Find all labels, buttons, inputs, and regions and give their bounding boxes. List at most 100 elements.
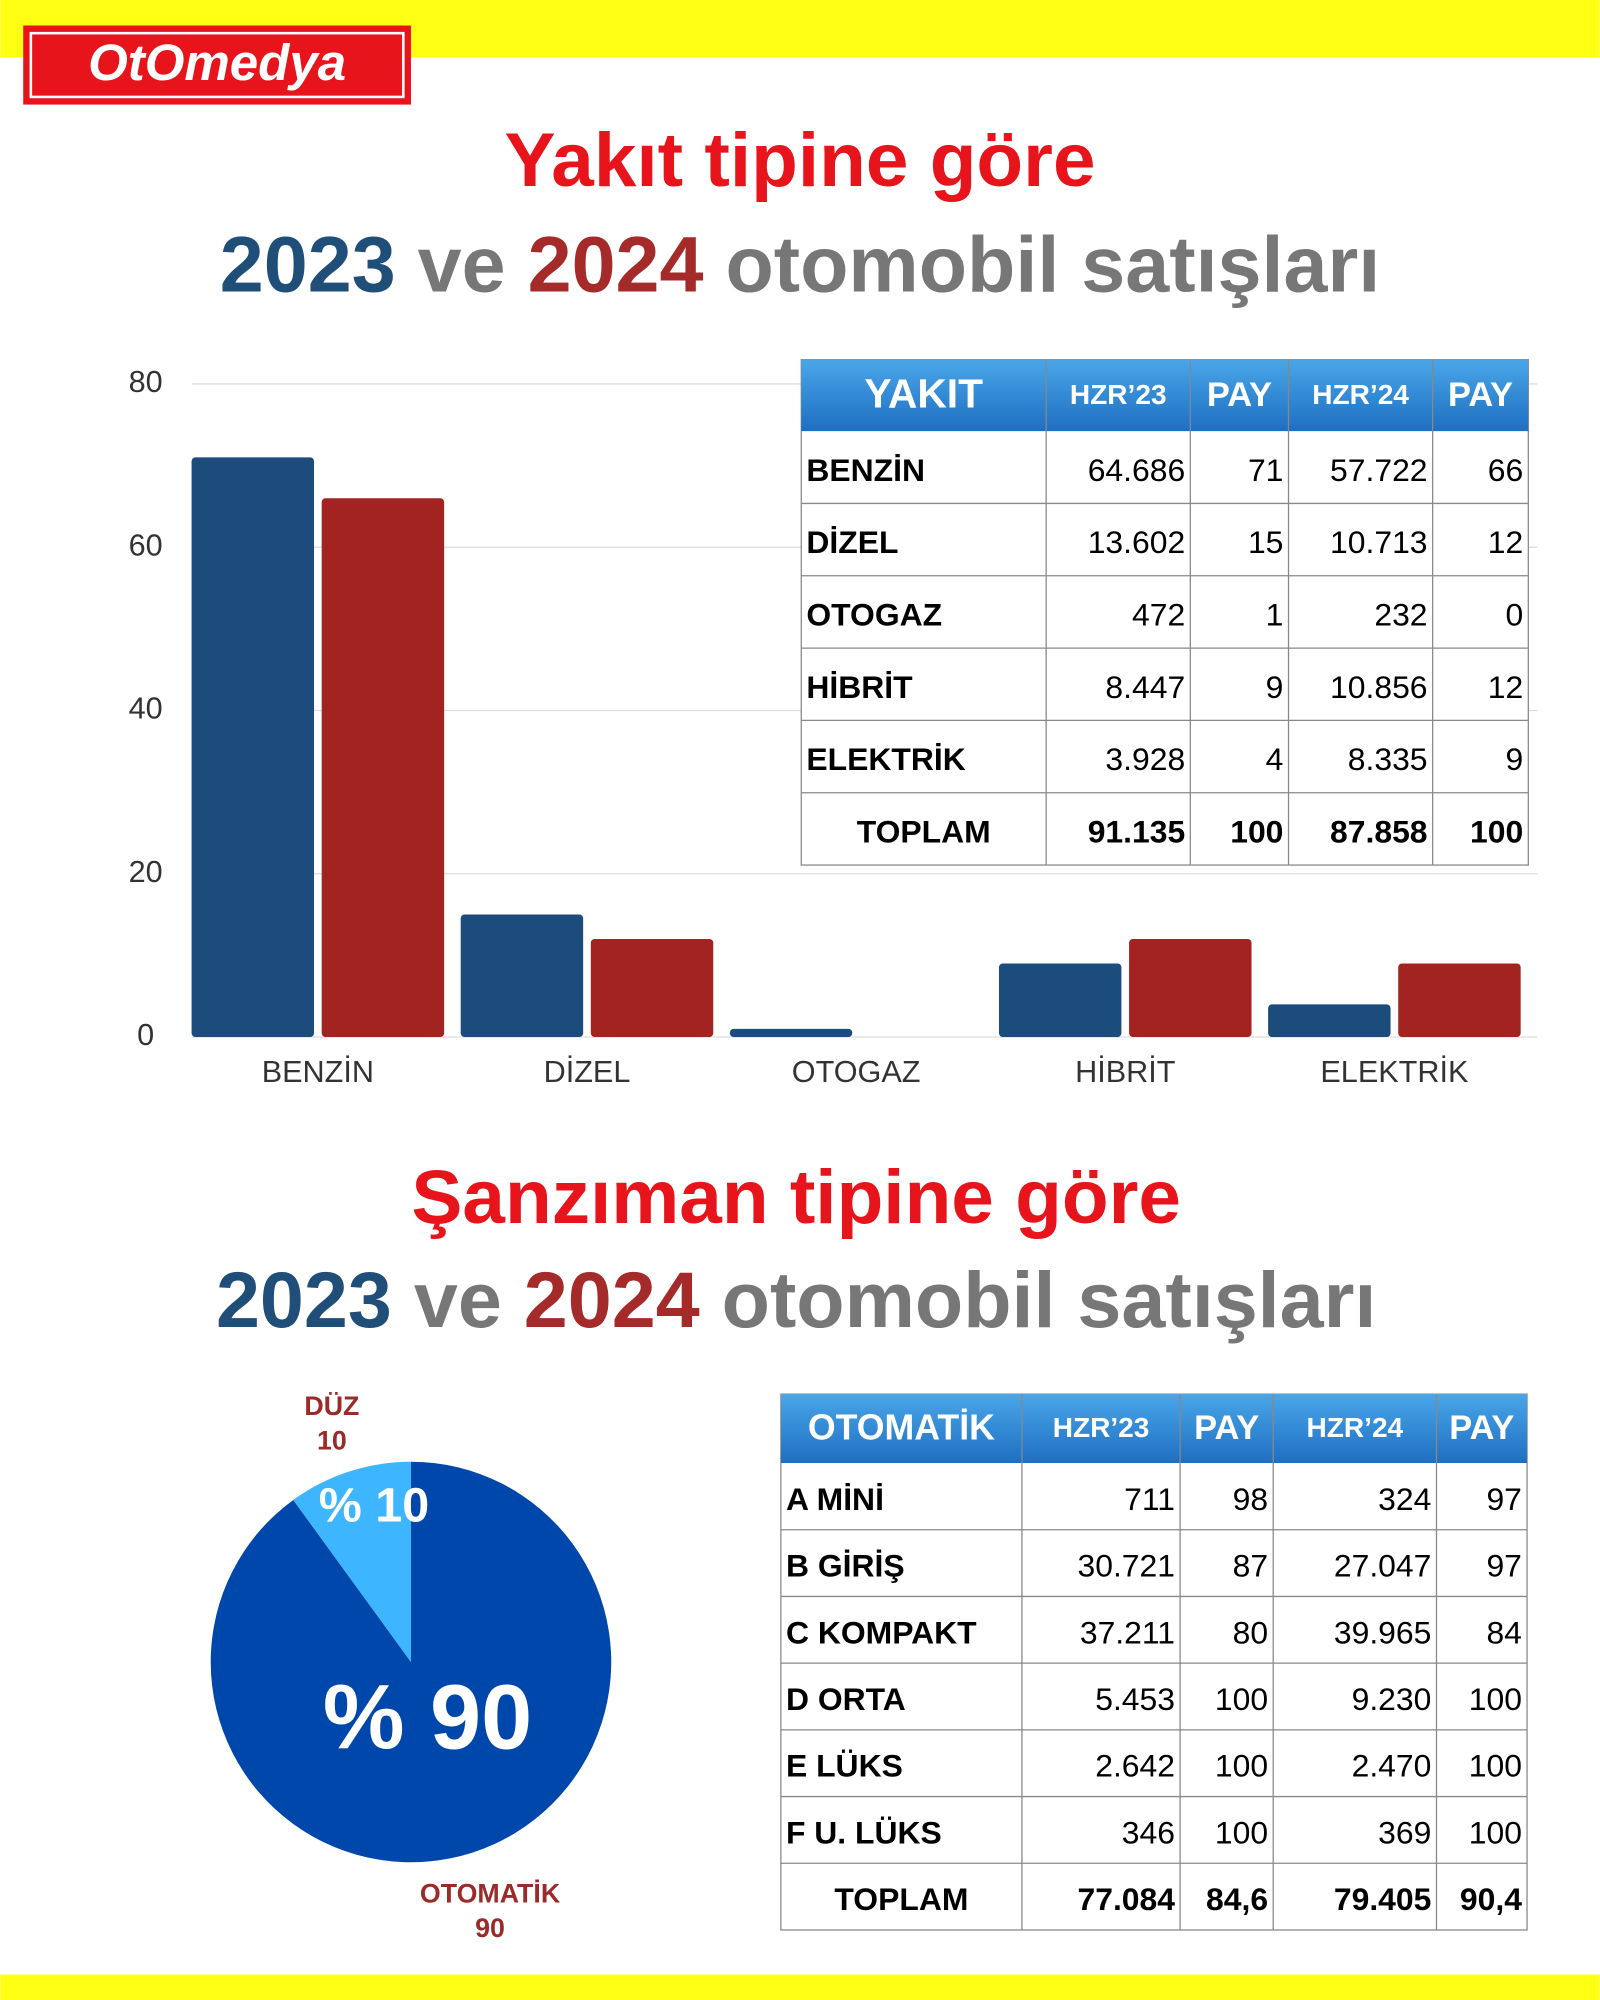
table-cell: 64.686 — [1088, 452, 1186, 488]
table-cell: 100 — [1230, 813, 1283, 849]
table-cell: 12 — [1488, 524, 1523, 560]
table-cell: 30.721 — [1077, 1548, 1175, 1584]
table-cell: 100 — [1469, 1748, 1522, 1784]
table-cell: 37.211 — [1080, 1614, 1175, 1650]
row-label: TOPLAM — [834, 1881, 968, 1917]
table-header: PAY — [1194, 1409, 1259, 1447]
table-cell: 84,6 — [1206, 1881, 1268, 1917]
table-bg — [800, 359, 1529, 866]
table-cell: 97 — [1486, 1481, 1521, 1517]
table-header: HZR’24 — [1307, 1412, 1404, 1443]
table-cell: 91.135 — [1088, 813, 1186, 849]
table-cell: 0 — [1505, 596, 1523, 632]
table-cell: 8.335 — [1348, 741, 1428, 777]
value-label: 10 — [317, 1426, 347, 1456]
x-tick-label: DİZEL — [544, 1054, 631, 1089]
bar — [590, 939, 714, 1037]
bar — [1268, 1004, 1391, 1037]
slice-label: % 90 — [323, 1667, 532, 1769]
x-tick-label: OTOGAZ — [792, 1055, 921, 1089]
y-tick-label: 0 — [137, 1018, 154, 1052]
table-header-bg — [801, 359, 1529, 432]
table-header-bg — [780, 1394, 1528, 1464]
bar — [998, 963, 1122, 1037]
table-cell: 13.602 — [1088, 524, 1186, 560]
x-tick-label: ELEKTRİK — [1320, 1054, 1469, 1089]
table-cell: 100 — [1215, 1681, 1268, 1717]
table-cell: 87.858 — [1330, 813, 1428, 849]
section-subtitle: 2023 ve 2024 otomobil satışları — [216, 1255, 1376, 1344]
row-label: D ORTA — [786, 1681, 906, 1717]
subtitle-part: 2023 — [216, 1255, 392, 1344]
row-label: TOPLAM — [857, 813, 991, 849]
table-cell: 90,4 — [1460, 1881, 1522, 1917]
bar — [1129, 939, 1252, 1037]
table-cell: 98 — [1233, 1481, 1268, 1517]
table-cell: 66 — [1488, 452, 1523, 488]
table-cell: 27.047 — [1334, 1548, 1432, 1584]
table-cell: 97 — [1486, 1548, 1521, 1584]
y-tick-label: 60 — [129, 528, 163, 562]
bar — [321, 498, 445, 1037]
table-cell: 100 — [1470, 813, 1523, 849]
slice-label: % 10 — [319, 1479, 429, 1533]
subtitle-part: ve — [392, 1255, 524, 1344]
category-label: DÜZ — [304, 1391, 359, 1421]
table-cell: 2.642 — [1095, 1748, 1175, 1784]
row-label: C KOMPAKT — [786, 1614, 977, 1650]
table-cell: 79.405 — [1334, 1881, 1432, 1917]
table-header: YAKIT — [864, 370, 983, 416]
subtitle-part: 2024 — [528, 219, 704, 308]
table-cell: 2.470 — [1352, 1748, 1432, 1784]
table-cell: 84 — [1486, 1614, 1521, 1650]
x-tick-label: BENZİN — [262, 1054, 374, 1089]
bar — [729, 1028, 853, 1037]
table-cell: 10.856 — [1330, 669, 1428, 705]
table-header: OTOMATİK — [808, 1407, 995, 1447]
table-cell: 472 — [1132, 596, 1185, 632]
table-cell: 9.230 — [1352, 1681, 1432, 1717]
table-cell: 100 — [1215, 1814, 1268, 1850]
table-cell: 9 — [1505, 741, 1523, 777]
bottom-band — [0, 1974, 1600, 2000]
y-tick-label: 20 — [129, 855, 163, 889]
table-cell: 100 — [1469, 1681, 1522, 1717]
category-label: OTOMATİK — [420, 1878, 561, 1908]
bar — [1398, 963, 1521, 1037]
table-cell: 369 — [1378, 1814, 1431, 1850]
tables: YAKIT HZR’23 PAY HZR’24 PAY BENZİN 64.686 71 57.… — [780, 359, 1529, 1931]
pie-slice — [293, 1461, 411, 1662]
logo: OtOmedya — [88, 34, 346, 91]
table-header: HZR’23 — [1053, 1412, 1150, 1443]
table-cell: 5.453 — [1095, 1681, 1175, 1717]
logo-box — [23, 25, 411, 105]
section-title: Şanzıman tipine göre — [411, 1155, 1181, 1240]
row-label: DİZEL — [806, 524, 898, 560]
pie-chart: % 90 OTOMATİK 90 % 10 DÜZ 10 — [210, 1391, 612, 1943]
table-cell: 346 — [1122, 1814, 1175, 1850]
table-header: PAY — [1449, 1409, 1514, 1447]
subtitle-part: 2023 — [220, 219, 396, 308]
row-label: A MİNİ — [786, 1481, 884, 1517]
subtitle-part: otomobil satışları — [700, 1255, 1377, 1344]
table-cell: 87 — [1233, 1548, 1268, 1584]
table-cell: 10.713 — [1330, 524, 1428, 560]
row-label: HİBRİT — [806, 669, 913, 705]
y-tick-label: 80 — [129, 365, 163, 399]
row-label: BENZİN — [806, 452, 925, 488]
row-label: B GİRİŞ — [786, 1548, 905, 1584]
table-cell: 80 — [1233, 1614, 1268, 1650]
table-cell: 15 — [1248, 524, 1283, 560]
logo-frame — [29, 31, 405, 99]
bar — [460, 914, 584, 1037]
row-label: E LÜKS — [786, 1748, 903, 1784]
y-tick-label: 40 — [129, 692, 163, 726]
value-label: 90 — [475, 1913, 505, 1943]
x-tick-label: HİBRİT — [1075, 1054, 1175, 1089]
table-cell: 77.084 — [1077, 1881, 1175, 1917]
table-cell: 12 — [1488, 669, 1523, 705]
subtitle-part: ve — [396, 219, 528, 308]
table-cell: 100 — [1469, 1814, 1522, 1850]
table-cell: 711 — [1124, 1481, 1175, 1517]
